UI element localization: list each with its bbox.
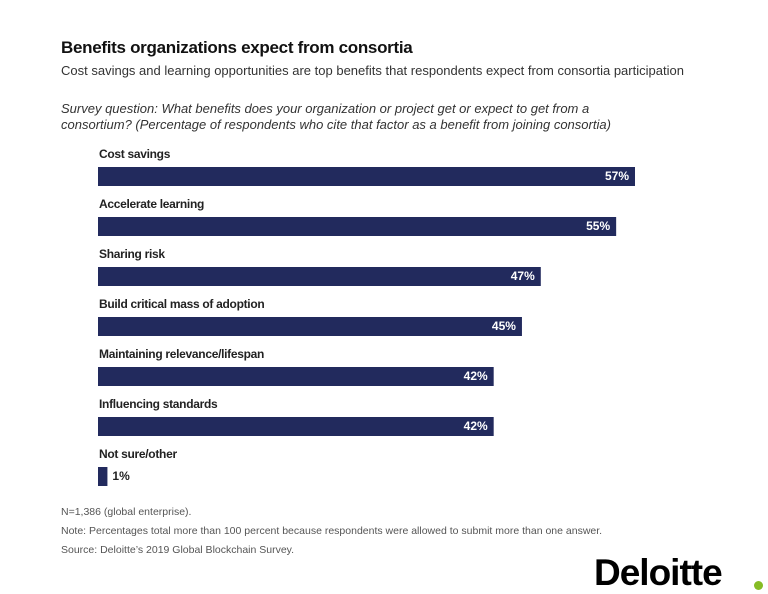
bar — [98, 167, 635, 186]
value-label: 55% — [586, 219, 610, 233]
category-label: Sharing risk — [99, 247, 165, 261]
chart-subtitle: Cost savings and learning opportunities … — [61, 63, 684, 78]
notes: N=1,386 (global enterprise). Note: Perce… — [61, 503, 602, 560]
bar — [98, 467, 108, 486]
category-label: Accelerate learning — [99, 197, 204, 211]
note: Source: Deloitte’s 2019 Global Blockchai… — [61, 544, 295, 556]
bar — [98, 267, 541, 286]
value-label: 42% — [464, 369, 488, 383]
value-label: 57% — [605, 169, 629, 183]
value-label: 47% — [511, 269, 535, 283]
category-label: Not sure/other — [99, 447, 177, 461]
bar — [98, 317, 522, 336]
bar — [98, 367, 494, 386]
category-label: Cost savings — [99, 147, 171, 161]
chart: Cost savings 57% Accelerate learning 55% Sha… — [98, 147, 635, 486]
note: Note: Percentages total more than 100 pe… — [61, 525, 603, 537]
category-label: Influencing standards — [99, 397, 218, 411]
value-label: 45% — [492, 319, 516, 333]
logo-dot — [754, 581, 763, 590]
chart-title: Benefits organizations expect from conso… — [61, 38, 413, 57]
category-label: Build critical mass of adoption — [99, 297, 264, 311]
bar — [98, 217, 617, 236]
survey-question: Survey question: What benefits does your… — [61, 101, 611, 132]
logo: Deloitte — [594, 552, 723, 593]
category-label: Maintaining relevance/lifespan — [99, 347, 264, 361]
bar — [98, 417, 494, 436]
note: N=1,386 (global enterprise). — [61, 506, 192, 518]
value-label: 1% — [112, 469, 130, 483]
value-label: 42% — [464, 419, 488, 433]
